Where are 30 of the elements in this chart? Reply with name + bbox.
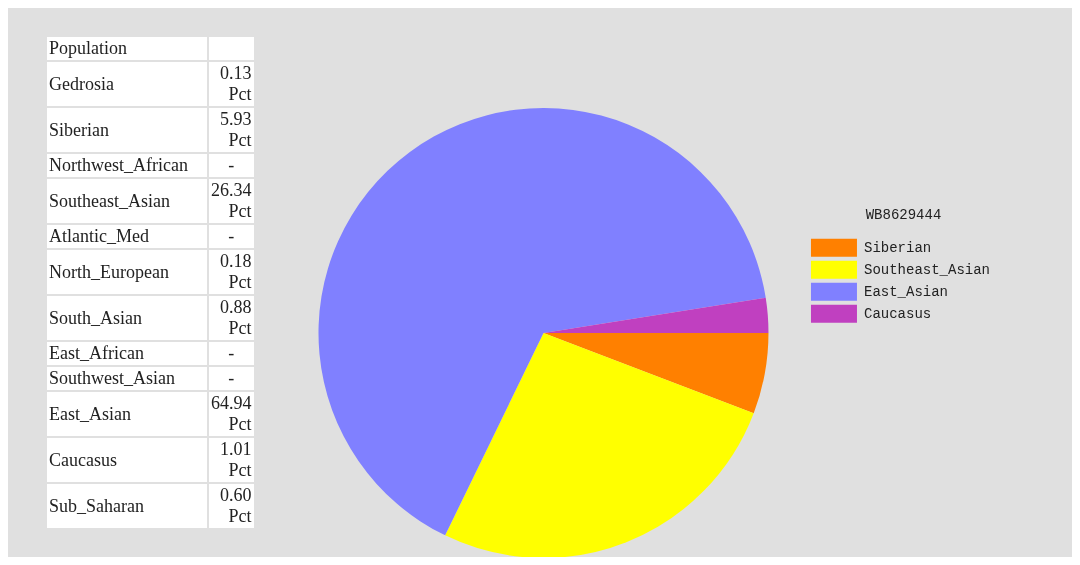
category-label: Sub_Saharan <box>47 484 207 528</box>
category-label: Gedrosia <box>47 62 207 106</box>
category-label: Southwest_Asian <box>47 367 207 390</box>
legend-label: East_Asian <box>863 283 948 300</box>
legend-title: WB8629444 <box>865 206 942 223</box>
data-label: 0.60 Pct <box>209 484 254 528</box>
category-label: Caucasus <box>47 438 207 482</box>
category-label: Siberian <box>47 108 207 152</box>
category-label: Atlantic_Med <box>47 225 207 248</box>
category-label: North_European <box>47 250 207 294</box>
data-label: - <box>209 367 254 390</box>
data-label: - <box>209 225 254 248</box>
data-label: - <box>209 342 254 365</box>
category-label: Southeast_Asian <box>47 179 207 223</box>
data-label: 0.88 Pct <box>209 296 254 340</box>
category-label: Northwest_African <box>47 154 207 177</box>
legend-label: Caucasus <box>863 305 932 322</box>
category-label: East_Asian <box>47 392 207 436</box>
data-label: 0.13 Pct <box>209 62 254 106</box>
legend-label: Southeast_Asian <box>863 261 991 278</box>
data-label: 0.18 Pct <box>209 250 254 294</box>
text: Population <box>47 37 207 60</box>
data-label: - <box>209 154 254 177</box>
data-label: 64.94 Pct <box>209 392 254 436</box>
data-label: 26.34 Pct <box>209 179 254 223</box>
category-label: South_Asian <box>47 296 207 340</box>
data-label: 5.93 Pct <box>209 108 254 152</box>
data-label: 1.01 Pct <box>209 438 254 482</box>
category-label: East_African <box>47 342 207 365</box>
legend-label: Siberian <box>863 239 932 256</box>
